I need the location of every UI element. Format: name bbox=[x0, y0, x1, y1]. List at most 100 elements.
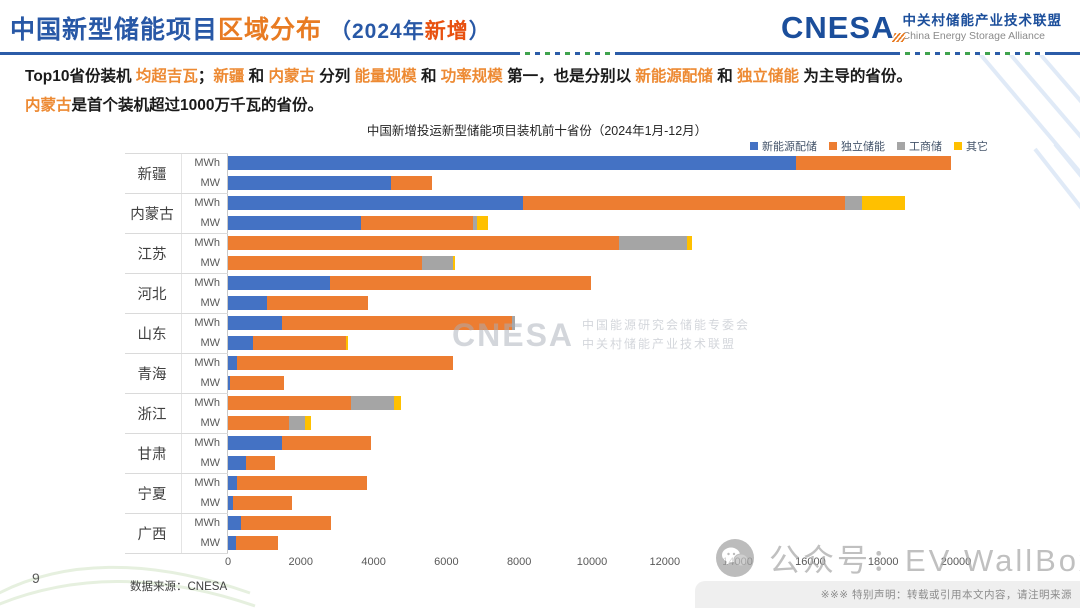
province-label: 新疆 bbox=[137, 166, 167, 183]
x-axis-tick-label: 16000 bbox=[795, 556, 826, 568]
summary-text-segment: 为主导的省份。 bbox=[799, 68, 912, 85]
province-label: 山东 bbox=[137, 326, 167, 343]
title-new-label: 新增 bbox=[424, 20, 469, 43]
bar-河北-MW bbox=[228, 296, 369, 310]
unit-label-mw: MW bbox=[200, 377, 220, 389]
bar-segment-独立储能 bbox=[236, 536, 279, 550]
unit-label-mw: MW bbox=[200, 217, 220, 229]
bar-新疆-MW bbox=[228, 176, 433, 190]
x-axis-tick-label: 10000 bbox=[576, 556, 608, 568]
bar-甘肃-MW bbox=[228, 456, 276, 470]
bar-segment-其它 bbox=[687, 236, 693, 250]
chart-legend: 新能源配储 独立储能 工商储 其它 bbox=[750, 138, 1050, 154]
bar-segment-独立储能 bbox=[391, 176, 433, 190]
category-separator bbox=[125, 513, 228, 514]
bar-segment-独立储能 bbox=[522, 196, 845, 210]
province-group: 青海 MWh MW bbox=[0, 353, 1080, 393]
legend-item-3: 工商储 bbox=[897, 138, 942, 154]
bar-segment-工商储 bbox=[844, 196, 863, 210]
bar-segment-新能源配储 bbox=[228, 216, 362, 230]
x-axis-tick-label: 18000 bbox=[867, 556, 899, 568]
province-group: 广西 MWh MW bbox=[0, 513, 1080, 553]
title-date-open: （2024年 bbox=[329, 20, 425, 43]
province-label: 河北 bbox=[137, 286, 167, 303]
summary-text-segment: 和 bbox=[244, 68, 269, 85]
unit-label-mw: MW bbox=[200, 537, 220, 549]
unit-label-mw: MW bbox=[200, 177, 220, 189]
bar-segment-新能源配储 bbox=[228, 516, 242, 530]
unit-label-mwh: MWh bbox=[194, 157, 220, 169]
province-label: 内蒙古 bbox=[130, 206, 174, 223]
category-separator bbox=[125, 273, 228, 274]
title-date-close: ） bbox=[468, 20, 491, 43]
category-separator bbox=[125, 353, 228, 354]
bar-内蒙古-MW bbox=[228, 216, 489, 230]
legend-swatch-icon bbox=[750, 142, 758, 150]
disclaimer-text: ※※※ 特别声明：转载或引用本文内容，请注明来源 bbox=[820, 589, 1072, 601]
x-axis-tick-label: 20000 bbox=[940, 556, 972, 568]
summary-text-segment: Top10省份装机 bbox=[25, 68, 136, 85]
category-separator bbox=[125, 193, 228, 194]
bar-segment-独立储能 bbox=[233, 496, 293, 510]
legend-label: 工商储 bbox=[909, 141, 942, 153]
cnesa-logo: CNESA 中关村储能产业技术联盟 China Energy Storage A… bbox=[781, 10, 1062, 46]
category-separator bbox=[125, 153, 228, 154]
bar-segment-其它 bbox=[453, 256, 456, 270]
footer-band bbox=[695, 581, 1080, 608]
bar-宁夏-MW bbox=[228, 496, 293, 510]
bar-segment-新能源配储 bbox=[228, 156, 796, 170]
logo-accent-icon bbox=[890, 33, 907, 42]
bar-segment-工商储 bbox=[351, 396, 394, 410]
bar-segment-工商储 bbox=[619, 236, 688, 250]
legend-swatch-icon bbox=[829, 142, 837, 150]
summary-keyword: 新疆 bbox=[213, 68, 245, 85]
unit-label-mw: MW bbox=[200, 337, 220, 349]
bar-segment-独立储能 bbox=[329, 276, 592, 290]
bar-青海-MW bbox=[228, 376, 285, 390]
bar-segment-新能源配储 bbox=[228, 356, 238, 370]
bar-segment-新能源配储 bbox=[228, 536, 236, 550]
bar-江苏-MW bbox=[228, 256, 456, 270]
province-label: 广西 bbox=[137, 526, 167, 543]
summary-line-1: Top10省份装机 均超吉瓦；新疆 和 内蒙古 分列 能量规模 和 功率规模 第… bbox=[25, 62, 1035, 91]
province-group: 甘肃 MWh MW bbox=[0, 433, 1080, 473]
bar-山东-MW bbox=[228, 336, 349, 350]
unit-label-mwh: MWh bbox=[194, 477, 220, 489]
title-main: 中国新型储能项目 bbox=[10, 16, 219, 44]
bar-segment-新能源配储 bbox=[228, 316, 283, 330]
summary-line-2: 内蒙古是首个装机超过1000万千瓦的省份。 bbox=[25, 91, 1035, 120]
summary-text-segment: 和 bbox=[712, 68, 738, 85]
bar-segment-独立储能 bbox=[228, 416, 290, 430]
unit-label-mw: MW bbox=[200, 297, 220, 309]
bar-segment-新能源配储 bbox=[228, 296, 267, 310]
summary-text-segment: 分列 bbox=[315, 68, 355, 85]
bar-segment-其它 bbox=[305, 416, 312, 430]
category-separator bbox=[125, 473, 228, 474]
bar-segment-独立储能 bbox=[228, 256, 423, 270]
bar-宁夏-MWh bbox=[228, 476, 368, 490]
cnesa-logo-wordmark: CNESA bbox=[781, 10, 907, 46]
bar-青海-MWh bbox=[228, 356, 454, 370]
bar-segment-新能源配储 bbox=[228, 436, 283, 450]
province-label: 浙江 bbox=[137, 406, 167, 423]
bar-segment-新能源配储 bbox=[228, 496, 234, 510]
unit-label-mwh: MWh bbox=[194, 277, 220, 289]
unit-label-mwh: MWh bbox=[194, 237, 220, 249]
logo-english-name: China Energy Storage Alliance bbox=[902, 29, 1045, 42]
legend-swatch-icon bbox=[897, 142, 905, 150]
bar-江苏-MWh bbox=[228, 236, 693, 250]
bar-segment-其它 bbox=[346, 336, 349, 350]
summary-keyword: 独立储能 bbox=[737, 68, 800, 85]
bar-segment-新能源配储 bbox=[228, 176, 392, 190]
bar-chart-plot: 新疆 MWh MW 内蒙古 MWh MW 江苏 MWh MW 河北 MWh MW 山东 MWh MW 青海 MW… bbox=[0, 153, 1080, 555]
province-label: 甘肃 bbox=[137, 446, 167, 463]
page-number: 9 bbox=[32, 570, 40, 586]
x-axis-tick-label: 8000 bbox=[506, 556, 532, 568]
bar-segment-独立储能 bbox=[795, 156, 951, 170]
category-separator bbox=[125, 553, 228, 554]
bar-segment-独立储能 bbox=[228, 396, 352, 410]
bar-segment-独立储能 bbox=[282, 316, 512, 330]
summary-keyword: 新能源配储 bbox=[635, 68, 713, 85]
bar-segment-其它 bbox=[477, 216, 489, 230]
unit-label-mw: MW bbox=[200, 457, 220, 469]
